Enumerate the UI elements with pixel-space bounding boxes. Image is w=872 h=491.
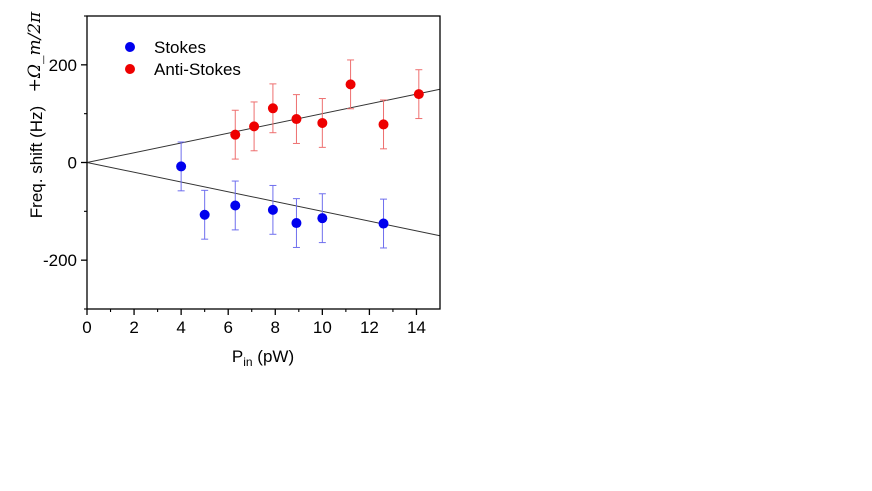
y-tick-label: 200 (49, 56, 77, 75)
legend-marker-anti-stokes (125, 64, 135, 74)
x-tick-label: 0 (82, 318, 91, 337)
x-tick-label: 12 (360, 318, 379, 337)
legend-marker-stokes (125, 42, 135, 52)
anti-stokes-point (413, 89, 424, 100)
x-tick-label: 2 (129, 318, 138, 337)
x-tick-label: 10 (313, 318, 332, 337)
anti-stokes-point (317, 117, 328, 128)
x-axis-label-unit: (pW) (253, 347, 295, 366)
omega-annotation: +Ω_m/2π (25, 11, 45, 93)
y-tick-label: 0 (68, 154, 77, 173)
anti-stokes-point (267, 103, 278, 114)
stokes-point (378, 218, 389, 229)
x-axis-label: Pin (pW) (232, 347, 294, 369)
anti-stokes-point (291, 114, 302, 125)
x-tick-label: 14 (407, 318, 426, 337)
legend: Stokes Anti-Stokes (125, 38, 241, 79)
stokes-point (230, 200, 241, 211)
stokes-point (199, 209, 210, 220)
y-axis-label: Freq. shift (Hz) (27, 106, 46, 218)
x-tick-label: 8 (271, 318, 280, 337)
y-tick-label: -200 (43, 251, 77, 270)
fit-lines-layer (86, 88, 441, 237)
ticks-layer: 0 2 4 6 8 10 12 14 -200 0 200 (43, 15, 426, 337)
x-tick-label: 6 (223, 318, 232, 337)
x-tick-label: 4 (176, 318, 185, 337)
anti-stokes-point (378, 119, 389, 130)
anti-stokes-point (230, 129, 241, 140)
x-axis-label-main: P (232, 347, 243, 366)
anti-stokes-fit-line (86, 88, 441, 163)
stokes-point (267, 204, 278, 215)
plot-frame (86, 15, 441, 310)
anti-stokes-point (249, 121, 260, 132)
legend-label-anti-stokes: Anti-Stokes (154, 60, 241, 79)
stokes-point (291, 218, 302, 229)
x-axis-label-sub: in (243, 355, 252, 369)
stokes-point (176, 161, 187, 172)
points-layer (176, 79, 424, 229)
legend-label-stokes: Stokes (154, 38, 206, 57)
anti-stokes-point (345, 79, 356, 90)
stokes-point (317, 213, 328, 224)
